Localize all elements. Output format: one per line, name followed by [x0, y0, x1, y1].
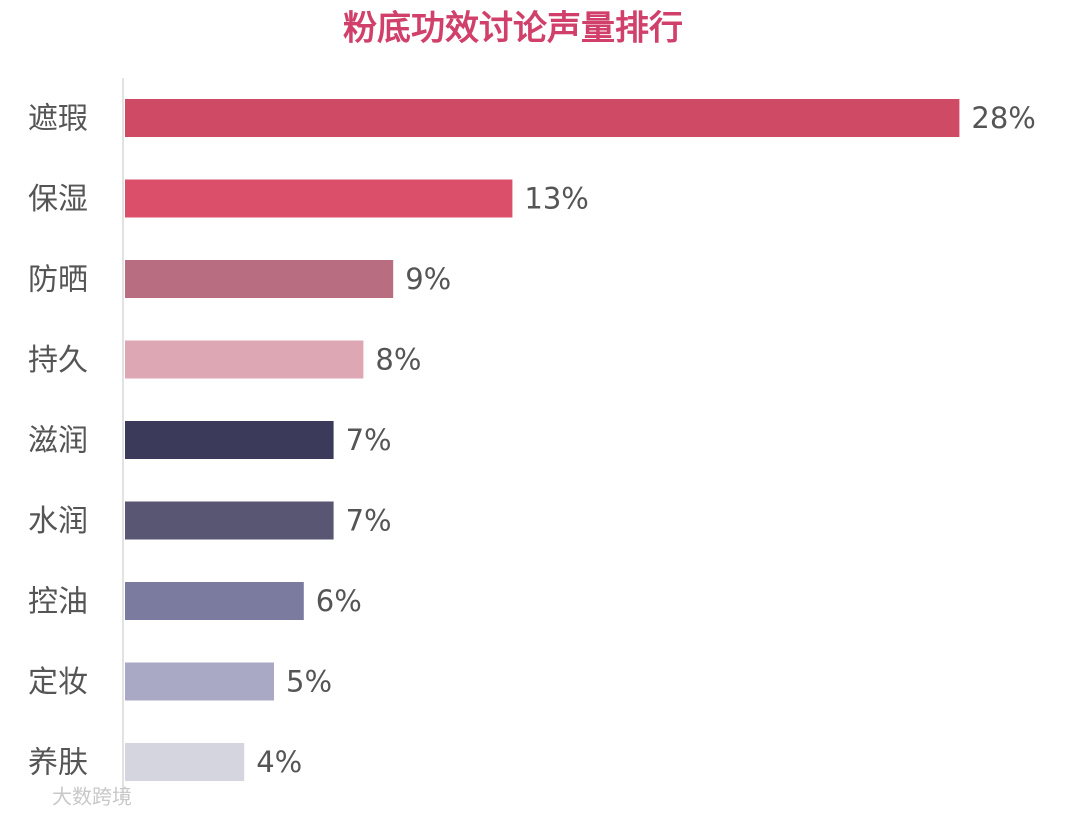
- bar: [125, 260, 394, 298]
- bar: [125, 501, 334, 540]
- category-label: 防晒: [28, 263, 88, 298]
- value-label: 9%: [405, 262, 451, 296]
- value-label: 4%: [256, 745, 302, 779]
- category-label: 养肤: [28, 746, 88, 781]
- category-label: 保湿: [28, 182, 88, 217]
- category-label: 滋润: [28, 424, 88, 459]
- bar: [125, 99, 960, 137]
- bar: [125, 179, 513, 218]
- watermark: 大数跨境: [52, 785, 132, 809]
- value-label: 5%: [286, 665, 332, 699]
- bar: [125, 743, 245, 781]
- bar: [125, 582, 304, 620]
- category-label: 遮瑕: [28, 102, 88, 137]
- value-label: 6%: [316, 584, 362, 618]
- category-label: 控油: [28, 585, 88, 620]
- bar: [125, 340, 364, 379]
- value-label: 28%: [971, 101, 1035, 135]
- value-label: 13%: [524, 182, 588, 216]
- category-label: 持久: [28, 343, 88, 378]
- value-label: 8%: [375, 343, 421, 377]
- value-label: 7%: [346, 504, 392, 538]
- chart-title: 粉底功效讨论声量排行: [343, 9, 683, 49]
- value-label: 7%: [346, 423, 392, 457]
- category-label: 定妆: [28, 665, 88, 700]
- category-label: 水润: [28, 504, 88, 539]
- bar: [125, 421, 334, 459]
- bar: [125, 662, 274, 701]
